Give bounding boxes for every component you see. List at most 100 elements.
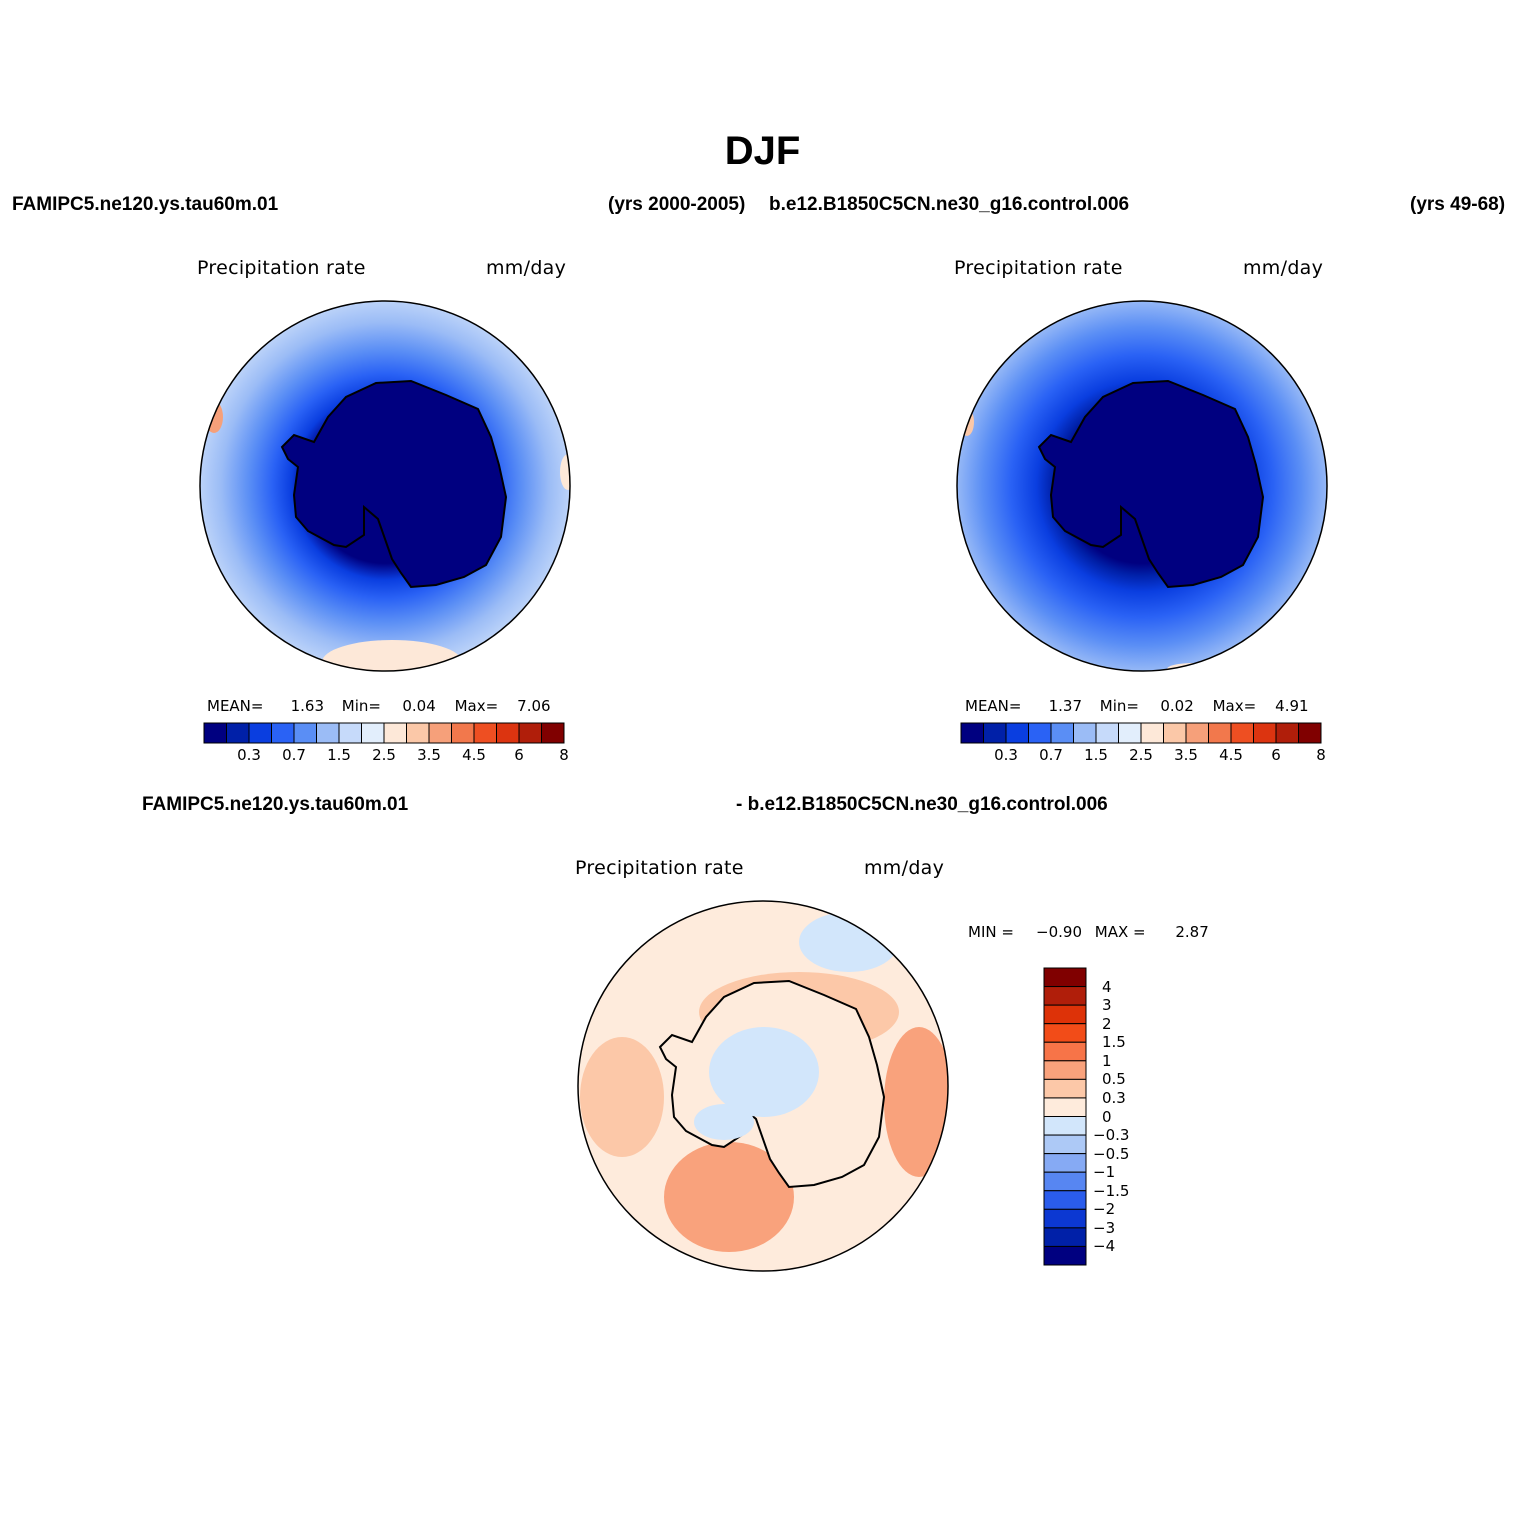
- colorbar-swatch: [1043, 1208, 1087, 1229]
- panel2-units: mm/day: [1243, 257, 1324, 279]
- colorbar-swatch: [1043, 1153, 1087, 1173]
- colorbar-swatch: [1073, 722, 1097, 744]
- colorbar-swatch: [271, 722, 295, 744]
- colorbar-swatch: [1043, 1041, 1087, 1062]
- colorbar-swatch: [1140, 722, 1164, 744]
- colorbar-tick-label: 8: [1316, 746, 1326, 764]
- diff-negative-area: [694, 1104, 754, 1140]
- diff-negative-area: [799, 912, 899, 972]
- main-title: DJF: [724, 129, 801, 173]
- colorbar-tick-label: 0.7: [1039, 746, 1063, 764]
- case2-years: (yrs 49-68): [1410, 194, 1506, 215]
- diff-variable: Precipitation rate: [575, 857, 744, 879]
- colorbar-swatch: [1043, 1078, 1087, 1099]
- colorbar-swatch: [1043, 967, 1087, 988]
- colorbar-swatch: [451, 722, 475, 744]
- colorbar-swatch: [428, 722, 452, 744]
- colorbar-swatch: [361, 722, 385, 744]
- colorbar-tick-label: −0.5: [1093, 1144, 1130, 1163]
- colorbar-swatch: [316, 722, 340, 744]
- panel1-units: mm/day: [486, 257, 567, 279]
- diff-case-left: FAMIPC5.ne120.ys.tau60m.01: [142, 794, 409, 815]
- colorbar-swatch: [1028, 722, 1052, 744]
- panel2-colorbar: [960, 722, 1322, 744]
- panel2-variable: Precipitation rate: [954, 257, 1123, 279]
- colorbar-swatch: [248, 722, 272, 744]
- colorbar-swatch: [1208, 722, 1232, 744]
- colorbar-swatch: [1043, 1227, 1087, 1247]
- panel1-variable: Precipitation rate: [197, 257, 366, 279]
- panel1-antarctica-coastline: [280, 379, 508, 589]
- case2-label: b.e12.B1850C5CN.ne30_g16.control.006: [769, 194, 1130, 215]
- panel2-stats: MEAN= 1.37 Min= 0.02 Max= 4.91: [965, 697, 1309, 715]
- panel1-high-precip-area: [560, 454, 570, 490]
- colorbar-swatch: [1043, 1023, 1087, 1043]
- colorbar-swatch: [406, 722, 430, 744]
- colorbar-swatch: [1043, 1060, 1087, 1080]
- colorbar-tick-label: −2: [1093, 1200, 1116, 1219]
- colorbar-swatch: [1043, 1134, 1087, 1155]
- panel2-antarctica-coastline: [1037, 379, 1265, 589]
- colorbar-tick-label: −1.5: [1093, 1181, 1130, 1200]
- diff-colorbar: [1043, 967, 1087, 1266]
- colorbar-tick-label: 0: [1102, 1107, 1112, 1126]
- colorbar-tick-label: 2.5: [1129, 746, 1153, 764]
- colorbar-tick-label: 2.5: [372, 746, 396, 764]
- panel2-high-precip-area: [1167, 663, 1219, 671]
- colorbar-tick-label: −1: [1093, 1163, 1116, 1182]
- panel1-high-precip-area: [322, 640, 462, 671]
- colorbar-swatch: [1043, 1245, 1087, 1266]
- colorbar-tick-label: 0.7: [282, 746, 306, 764]
- colorbar-tick-label: 8: [559, 746, 569, 764]
- diff-map: [577, 900, 949, 1272]
- colorbar-swatch: [518, 722, 542, 744]
- colorbar-tick-label: 0.3: [1102, 1088, 1126, 1107]
- panel1-colorbar-labels: 0.3 0.7 1.5 2.5 3.5 4.5 6 8: [203, 746, 569, 767]
- diff-positive-area: [884, 1027, 948, 1177]
- colorbar-swatch: [1118, 722, 1142, 744]
- colorbar-swatch: [1043, 1190, 1087, 1210]
- colorbar-tick-label: 6: [514, 746, 524, 764]
- colorbar-tick-label: 6: [1271, 746, 1281, 764]
- diff-positive-area: [580, 1037, 664, 1157]
- colorbar-swatch: [1043, 1171, 1087, 1192]
- colorbar-swatch: [1298, 722, 1322, 744]
- colorbar-swatch: [541, 722, 565, 744]
- colorbar-swatch: [960, 722, 984, 744]
- colorbar-swatch: [1005, 722, 1029, 744]
- colorbar-swatch: [496, 722, 520, 744]
- colorbar-tick-label: 4: [1102, 977, 1112, 996]
- diff-case-right: - b.e12.B1850C5CN.ne30_g16.control.006: [736, 794, 1108, 815]
- colorbar-swatch: [293, 722, 317, 744]
- colorbar-swatch: [1230, 722, 1254, 744]
- diff-units: mm/day: [864, 857, 945, 879]
- colorbar-tick-label: −0.3: [1093, 1126, 1130, 1145]
- colorbar-swatch: [383, 722, 407, 744]
- colorbar-swatch: [338, 722, 362, 744]
- colorbar-swatch: [1043, 1097, 1087, 1117]
- colorbar-tick-label: 2: [1102, 1014, 1112, 1033]
- panel2-map: [956, 300, 1328, 672]
- panel1-stats: MEAN= 1.63 Min= 0.04 Max= 7.06: [207, 697, 551, 715]
- colorbar-swatch: [1050, 722, 1074, 744]
- colorbar-tick-label: 4.5: [462, 746, 486, 764]
- colorbar-tick-label: 1.5: [1084, 746, 1108, 764]
- colorbar-swatch: [473, 722, 497, 744]
- colorbar-tick-label: 0.3: [237, 746, 261, 764]
- colorbar-swatch: [1095, 722, 1119, 744]
- colorbar-swatch: [1253, 722, 1277, 744]
- colorbar-tick-label: 1: [1102, 1051, 1112, 1070]
- colorbar-swatch: [1043, 1116, 1087, 1136]
- diff-positive-area: [664, 1142, 794, 1252]
- colorbar-swatch: [1275, 722, 1299, 744]
- colorbar-tick-label: 1.5: [327, 746, 351, 764]
- colorbar-swatch: [203, 722, 227, 744]
- colorbar-swatch: [983, 722, 1007, 744]
- colorbar-swatch: [226, 722, 250, 744]
- colorbar-tick-label: 0.5: [1102, 1070, 1126, 1089]
- colorbar-tick-label: −4: [1093, 1237, 1116, 1256]
- panel2-colorbar-labels: 0.3 0.7 1.5 2.5 3.5 4.5 6 8: [960, 746, 1326, 767]
- colorbar-tick-label: −3: [1093, 1218, 1116, 1237]
- colorbar-tick-label: 0.3: [994, 746, 1018, 764]
- case1-years: (yrs 2000-2005): [608, 194, 746, 215]
